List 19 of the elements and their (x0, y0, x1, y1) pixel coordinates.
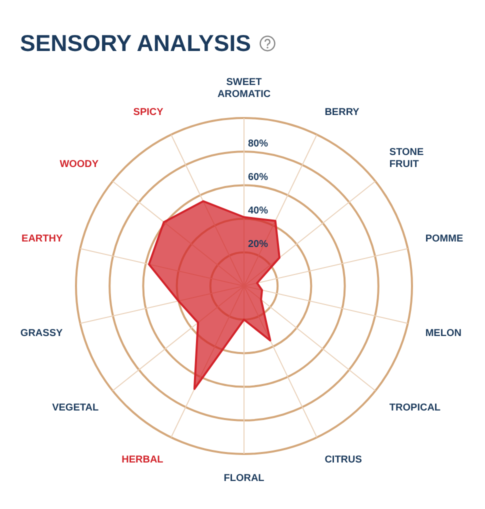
spoke-label: POMME (425, 233, 464, 244)
y-tick-label: 60% (248, 172, 268, 183)
spoke-label: FLORAL (224, 472, 264, 484)
spoke-label: WOODY (60, 158, 99, 170)
spoke-label: SPICY (133, 107, 164, 118)
spoke-label: HERBAL (122, 454, 164, 466)
spoke-label: STONE FRUIT (389, 146, 424, 170)
y-tick-label: 40% (248, 206, 268, 217)
spoke-label: GRASSY (20, 328, 63, 340)
spoke-label: EARTHY (22, 233, 63, 244)
spoke-label: VEGETAL (52, 402, 99, 414)
spoke-label: SWEET AROMATIC (217, 76, 271, 100)
y-tick-label: 20% (248, 239, 268, 250)
spoke-label: MELON (425, 328, 462, 340)
spoke-label: TROPICAL (389, 402, 441, 414)
y-tick-label: 80% (248, 138, 268, 150)
chart-title: SENSORY ANALYSIS (20, 30, 251, 57)
spoke-label: BERRY (324, 107, 360, 118)
spoke-label: CITRUS (324, 454, 362, 466)
